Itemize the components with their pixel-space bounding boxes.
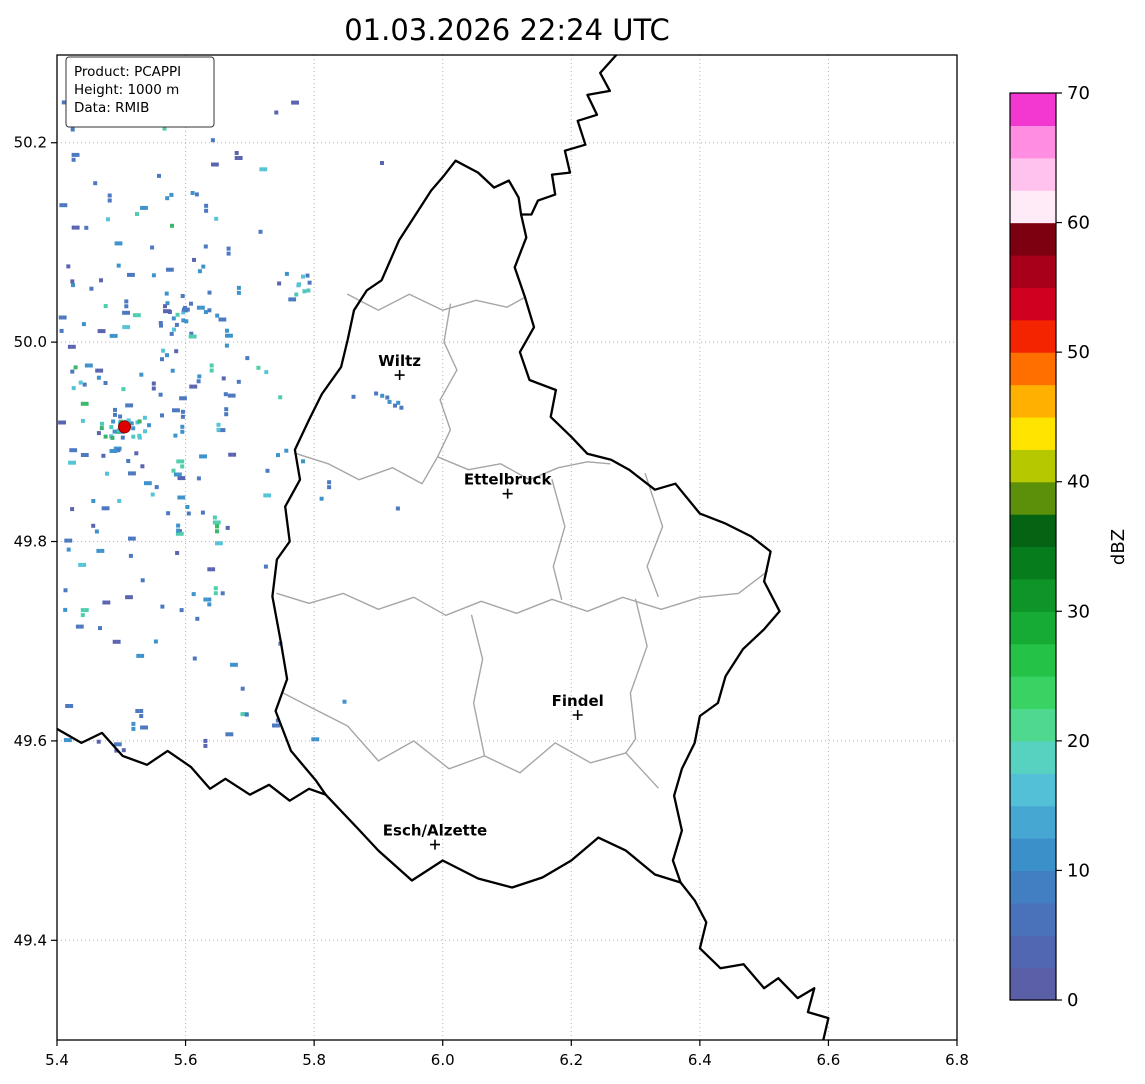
x-tick-label: 6.4	[688, 1051, 712, 1069]
colorbar-band	[1010, 708, 1056, 742]
country-border	[519, 55, 618, 216]
colorbar-band	[1010, 902, 1056, 936]
y-tick-label: 50.2	[14, 134, 47, 152]
colorbar-tick-label: 20	[1067, 731, 1090, 752]
colorbar-band	[1010, 805, 1056, 839]
city-label: Wiltz	[378, 352, 421, 370]
colorbar-band	[1010, 643, 1056, 677]
canton-border	[282, 692, 659, 789]
colorbar-band	[1010, 967, 1056, 1001]
colorbar-band	[1010, 935, 1056, 969]
colorbar-band	[1010, 190, 1056, 224]
canton-border	[625, 598, 648, 754]
x-tick-label: 5.6	[174, 1051, 198, 1069]
colorbar-band	[1010, 481, 1056, 515]
colorbar: 0 10 20 30 40 50 60 70	[1009, 83, 1090, 1011]
country-border	[57, 727, 327, 802]
luxembourg-border	[271, 159, 781, 889]
city-label: Ettelbruck	[464, 471, 553, 489]
radar-site	[118, 420, 131, 434]
x-tick-label: 6.6	[816, 1051, 840, 1069]
info-data-source: Data: RMIB	[74, 100, 149, 116]
colorbar-axis-label: dBZ	[1108, 529, 1129, 565]
x-tick-label: 5.8	[302, 1051, 326, 1069]
city-marker	[572, 709, 583, 720]
canton-border	[346, 293, 526, 311]
y-tick-label: 49.6	[14, 732, 47, 750]
colorbar-band	[1010, 222, 1056, 256]
y-tick-label: 50.0	[14, 333, 47, 351]
city-markers: Wiltz Ettelbruck Findel Esch/Alzette	[378, 352, 604, 850]
x-tick-label: 5.4	[45, 1051, 69, 1069]
colorbar-tick-label: 70	[1067, 83, 1090, 104]
canton-border	[551, 479, 566, 600]
info-box-frame	[65, 56, 215, 128]
x-tick-label: 6.2	[559, 1051, 583, 1069]
y-tick-label: 49.4	[14, 931, 47, 949]
city-marker	[394, 370, 405, 381]
radar-echoes	[58, 91, 404, 753]
colorbar-tick-label: 10	[1067, 860, 1090, 881]
colorbar-band	[1010, 838, 1056, 872]
colorbar-band	[1010, 416, 1056, 450]
info-box: Product: PCAPPI Height: 1000 m Data: RMI…	[65, 56, 215, 128]
colorbar-tick-label: 0	[1067, 990, 1078, 1011]
canton-border	[644, 473, 664, 598]
gridlines	[56, 55, 958, 1040]
city-marker	[430, 839, 440, 850]
colorbar-tick-label: 40	[1067, 472, 1090, 493]
colorbar-tick-label: 30	[1067, 601, 1090, 622]
colorbar-band	[1010, 125, 1056, 159]
city-label: Esch/Alzette	[383, 822, 487, 840]
colorbar-band	[1010, 514, 1056, 548]
axis-ticks: 5.4 5.6 5.8 6.0 6.2 6.4 6.6 6.8 50.2 50.0 49.8 49.6…	[14, 134, 969, 1069]
canton-border	[296, 453, 611, 485]
colorbar-band	[1010, 157, 1056, 191]
y-tick-label: 49.8	[14, 533, 47, 551]
colorbar-frame	[1009, 92, 1057, 1001]
canton-borders	[276, 293, 769, 789]
country-borders	[57, 55, 830, 1040]
colorbar-band	[1010, 676, 1056, 710]
colorbar-band	[1010, 352, 1056, 386]
radar-site-marker	[118, 420, 131, 434]
colorbar-band	[1010, 546, 1056, 580]
colorbar-tick-label: 60	[1067, 213, 1090, 234]
city-marker	[502, 488, 513, 499]
colorbar-band	[1010, 611, 1056, 645]
colorbar-band	[1010, 93, 1056, 126]
colorbar-band	[1010, 319, 1056, 353]
colorbar-band	[1010, 384, 1056, 418]
plot-title: 01.03.2026 22:24 UTC	[344, 13, 670, 47]
colorbar-band	[1010, 870, 1056, 904]
colorbar-band	[1010, 449, 1056, 483]
colorbar-tick-label: 50	[1067, 342, 1090, 363]
colorbar-band	[1010, 578, 1056, 612]
canton-border	[276, 570, 769, 616]
x-tick-label: 6.8	[945, 1051, 969, 1069]
info-height: Height: 1000 m	[74, 82, 179, 98]
colorbar-band	[1010, 740, 1056, 774]
canton-border	[436, 303, 458, 458]
country-border	[679, 881, 830, 1040]
colorbar-band	[1010, 773, 1056, 807]
info-product: Product: PCAPPI	[74, 64, 181, 80]
colorbar-band	[1010, 254, 1056, 288]
x-tick-label: 6.0	[431, 1051, 455, 1069]
city-label: Findel	[552, 692, 604, 710]
colorbar-band	[1010, 287, 1056, 321]
canton-border	[470, 614, 486, 757]
plot-frame	[56, 54, 958, 1041]
